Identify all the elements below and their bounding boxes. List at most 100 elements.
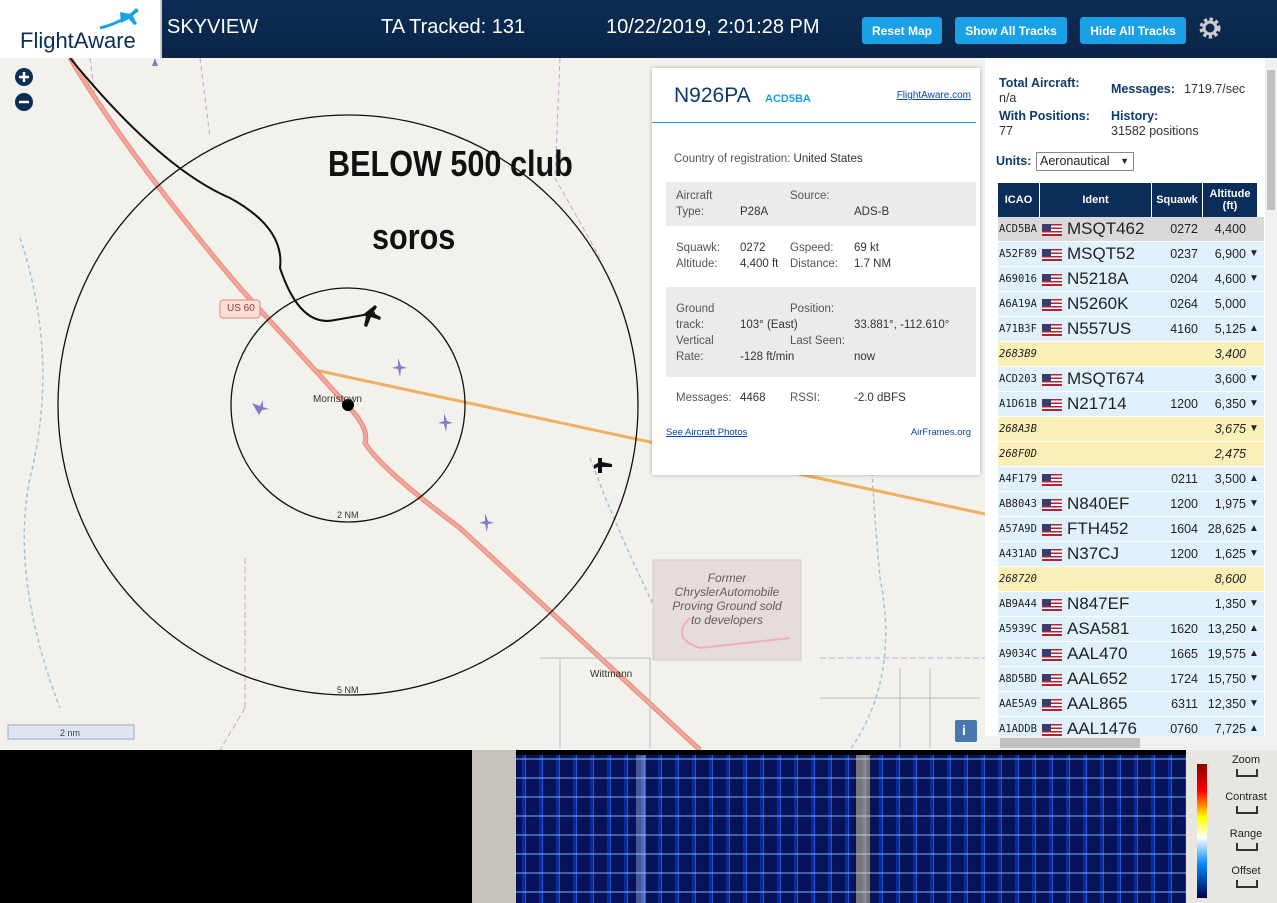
squawk-cell: 1604 xyxy=(1170,522,1198,536)
control-slider[interactable] xyxy=(1236,843,1258,851)
trend-icon: ▼ xyxy=(1249,548,1259,559)
stat-label: With Positions: xyxy=(999,109,1090,123)
control-slider[interactable] xyxy=(1236,769,1258,777)
table-row[interactable]: A9034C AAL470 1665 19,575 ▲ xyxy=(998,642,1264,667)
field-value: now xyxy=(854,351,876,363)
table-row[interactable]: A1D61B N21714 1200 6,350 ▼ xyxy=(998,392,1264,417)
flag-icon xyxy=(1042,674,1062,686)
table-row[interactable]: A8D5BD AAL652 1724 15,750 ▼ xyxy=(998,667,1264,692)
scrollbar[interactable] xyxy=(1265,58,1277,750)
waterfall-controls: Zoom Contrast Range Offset xyxy=(1186,750,1277,903)
field-label: Distance: xyxy=(790,258,838,270)
altitude-cell: 6,900 xyxy=(1214,247,1246,261)
table-row[interactable]: A4F179 0211 3,500 ▲ xyxy=(998,467,1264,492)
field-label: Aircraft Type: xyxy=(676,190,713,218)
map[interactable]: BELOW 500 club soros US 60 Morristown 2 … xyxy=(0,58,985,750)
table-row[interactable]: A69016 N5218A 0204 4,600 ▼ xyxy=(998,267,1264,292)
stat-label: Total Aircraft: xyxy=(999,76,1080,90)
table-row[interactable]: AB8043 N840EF 1200 1,975 ▼ xyxy=(998,492,1264,517)
logo-plane xyxy=(99,8,139,30)
table-row[interactable]: AAE5A9 AAL865 6311 12,350 ▼ xyxy=(998,692,1264,717)
altitude-cell: 3,400 xyxy=(1214,347,1246,361)
field-label: Messages: xyxy=(676,392,732,404)
map-annotation: soros xyxy=(372,216,456,257)
stat-value: 77 xyxy=(999,124,1013,138)
popup-section: Squawk: 0272 Gspeed: 69 kt Altitude: 4,400 ft… xyxy=(666,240,976,276)
ident-cell: AAL865 xyxy=(1067,694,1128,713)
reset-map-button[interactable]: Reset Map xyxy=(862,17,942,44)
table-row[interactable]: 2683B9 3,400 xyxy=(998,342,1264,367)
flag-icon xyxy=(1042,724,1062,736)
settings-gear[interactable] xyxy=(1198,16,1222,40)
table-row[interactable]: A71B3F N557US 4160 5,125 ▲ xyxy=(998,317,1264,342)
squawk-cell: 1200 xyxy=(1170,497,1198,511)
units-select[interactable]: Aeronautical ▼ xyxy=(1036,152,1134,171)
ident-cell: ASA581 xyxy=(1067,619,1130,638)
color-scale xyxy=(1197,764,1207,898)
field-label: Gspeed: xyxy=(790,242,834,254)
trend-icon: ▲ xyxy=(1249,623,1259,634)
column-header[interactable]: Ident xyxy=(1040,183,1152,217)
field-label: Ground track: xyxy=(676,303,715,331)
flag-icon xyxy=(1042,524,1062,536)
icao-cell: A71B3F xyxy=(999,323,1037,335)
column-header[interactable]: Squawk xyxy=(1152,183,1203,217)
ident-cell: AAL470 xyxy=(1067,644,1128,663)
ident-cell: N840EF xyxy=(1067,494,1130,513)
table-row[interactable]: ACD5BA MSQT462 0272 4,400 xyxy=(998,217,1264,242)
field-value: -128 ft/min xyxy=(740,351,795,363)
altitude-cell: 1,350 xyxy=(1214,597,1246,611)
trend-icon: ▲ xyxy=(1249,323,1259,334)
flag-icon xyxy=(1042,649,1062,661)
table-row[interactable]: 268F0D 2,475 xyxy=(998,442,1264,467)
table-row[interactable]: ACD203 MSQT674 3,600 ▼ xyxy=(998,367,1264,392)
logo[interactable]: FlightAware xyxy=(0,0,162,58)
table-row[interactable]: A5939C ASA581 1620 13,250 ▲ xyxy=(998,617,1264,642)
table-row[interactable]: A431AD N37CJ 1200 1,625 ▼ xyxy=(998,542,1264,567)
tracked-count: TA Tracked: 131 xyxy=(381,16,526,38)
squawk-cell: 1665 xyxy=(1170,647,1198,661)
column-header[interactable]: Altitude (ft) xyxy=(1203,183,1258,217)
header-bar: FlightAware SKYVIEW TA Tracked: 131 10/2… xyxy=(0,0,1277,58)
control-label: Range xyxy=(1229,828,1263,840)
value: United States xyxy=(793,153,863,165)
popup-section: Ground track: 103° (East) Position: 33.881°… xyxy=(666,287,976,377)
column-header[interactable]: ICAO xyxy=(998,183,1040,217)
table-row[interactable]: 268A3B 3,675 ▼ xyxy=(998,417,1264,442)
ident-cell: N5218A xyxy=(1067,269,1129,288)
control-slider[interactable] xyxy=(1236,880,1258,888)
hide-tracks-button[interactable]: Hide All Tracks xyxy=(1080,17,1186,44)
info-button[interactable]: i xyxy=(962,722,966,738)
altitude-cell: 4,400 xyxy=(1214,222,1246,236)
units-value: Aeronautical xyxy=(1040,154,1110,168)
icao-cell: ACD5BA xyxy=(999,223,1037,235)
trend-icon: ▲ xyxy=(1249,473,1259,484)
flightaware-link[interactable]: FlightAware.com xyxy=(896,90,971,101)
trend-icon: ▼ xyxy=(1249,598,1259,609)
field-label: Source: xyxy=(790,190,830,202)
table-row[interactable]: 268720 8,600 xyxy=(998,567,1264,592)
flag-icon xyxy=(1042,374,1062,386)
aircraft-popup: N926PA ACD5BA FlightAware.com Country of… xyxy=(652,68,980,475)
table-row[interactable]: A52F89 MSQT52 0237 6,900 ▼ xyxy=(998,242,1264,267)
altitude-cell: 3,500 xyxy=(1214,472,1246,486)
show-tracks-button[interactable]: Show All Tracks xyxy=(955,17,1067,44)
field-label: Last Seen: xyxy=(790,335,845,347)
photos-link[interactable]: See Aircraft Photos xyxy=(666,427,748,438)
flag-icon xyxy=(1042,474,1062,486)
icao-cell: ACD203 xyxy=(999,373,1037,385)
units-label: Units: xyxy=(996,154,1032,168)
icao-cell: 2683B9 xyxy=(999,348,1037,360)
flag-icon xyxy=(1042,224,1062,236)
altitude-cell: 19,575 xyxy=(1207,647,1246,661)
airframes-link[interactable]: AirFrames.org xyxy=(910,427,971,438)
table-row[interactable]: A57A9D FTH452 1604 28,625 ▲ xyxy=(998,517,1264,542)
field-label: Vertical Rate: xyxy=(676,335,714,363)
table-row[interactable]: A6A19A N5260K 0264 5,000 xyxy=(998,292,1264,317)
squawk-cell: 6311 xyxy=(1171,697,1198,711)
control-slider[interactable] xyxy=(1236,806,1258,814)
map-annotation: BELOW 500 club xyxy=(328,143,573,184)
table-row[interactable]: AB9A44 N847EF 1,350 ▼ xyxy=(998,592,1264,617)
stat-label: Messages: xyxy=(1111,82,1175,96)
h-scrollbar[interactable] xyxy=(985,736,1265,750)
